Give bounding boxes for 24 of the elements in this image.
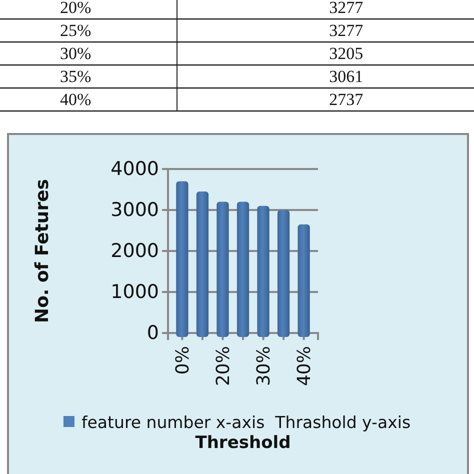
bar [257,206,270,337]
text: 40% 2737 [60,90,364,109]
y-tick-label: 2000 [110,240,159,262]
x-tick-label: 40% [294,346,316,386]
text: 35% 3061 [60,67,364,86]
y-tick-label: 4000 [110,158,159,180]
text: 20% 3277 [60,0,364,17]
bar [176,181,188,337]
y-tick-label: 0 [146,322,159,344]
x-tick-label: 30% [254,346,275,386]
legend-label: feature number x-axis Thrashold y-axis [81,413,411,432]
x-tick-label: 0% [172,346,194,375]
y-tick-label: 3000 [110,199,159,222]
bar [216,202,229,337]
x-tick-label: 20% [213,346,234,386]
bar [298,224,310,337]
text: 25% 3277 [60,21,364,40]
bar [196,192,209,337]
x-axis-title: Threshold [195,433,291,453]
y-tick-label: 1000 [110,281,159,304]
bar [277,210,290,337]
text: 30% 3205 [60,44,364,63]
y-axis-title: No. of Fetures [32,179,53,323]
bar [236,202,250,337]
